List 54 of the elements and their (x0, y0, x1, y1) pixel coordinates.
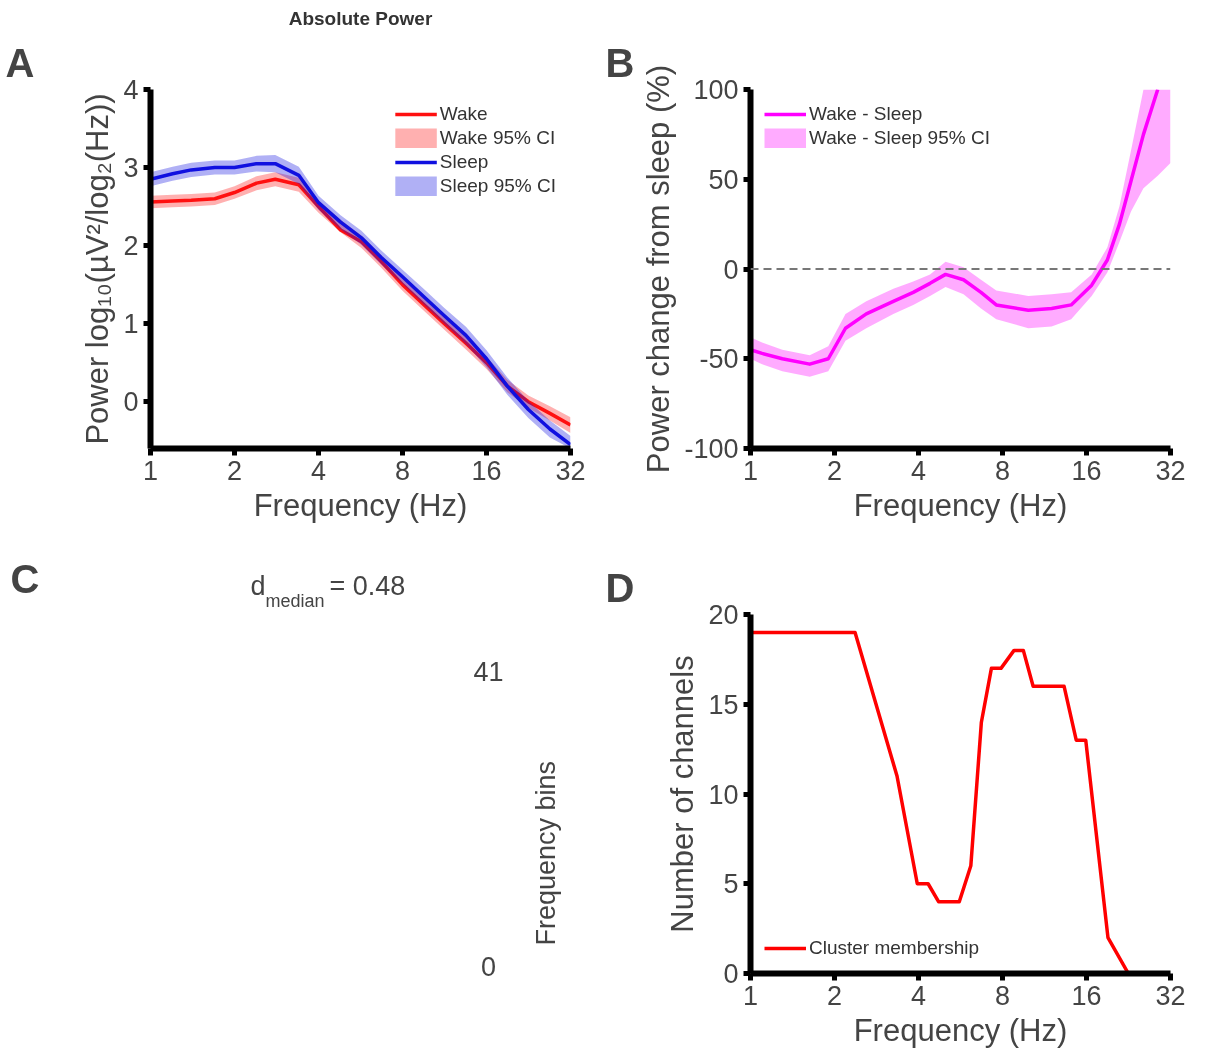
legend-label: Wake (439, 103, 488, 125)
y-tick-label: 5 (723, 869, 739, 900)
text: 41 (473, 656, 504, 687)
x-tick-label: 32 (1155, 980, 1186, 1011)
y-axis-title: Power log₁₀(µV²/log₂(Hz)) (80, 93, 116, 445)
x-tick-label: 16 (1071, 455, 1102, 486)
y-tick-label: 2 (123, 231, 139, 262)
text: D (605, 565, 635, 610)
x-tick-label: 8 (394, 455, 411, 486)
y-axis-title: Power change from sleep (%) (641, 64, 677, 474)
y-tick-label: 4 (123, 75, 139, 105)
y-tick-label: 50 (708, 164, 739, 195)
x-tick-label: 1 (742, 980, 759, 1011)
color-bar-title: Frequency bins (530, 760, 561, 946)
x-tick-label: 4 (310, 455, 327, 486)
annotation: Sleep 95% CI (439, 175, 556, 197)
x-axis-title: Frequency (Hz) (853, 487, 1068, 523)
y-tick-label: -50 (699, 344, 739, 375)
x-tick-label: 32 (555, 455, 586, 486)
y-tick-label: 3 (123, 153, 139, 184)
legend-label: Wake - Sleep (809, 103, 923, 125)
y-tick-label: -100 (684, 434, 739, 464)
x-tick-label: 16 (471, 455, 502, 486)
y-tick-label: 0 (723, 254, 739, 285)
y-tick-label: 1 (123, 309, 139, 340)
x-tick-label: 8 (994, 980, 1011, 1011)
text: B (605, 40, 635, 85)
x-tick-label: 16 (1071, 980, 1102, 1011)
x-tick-label: 1 (742, 455, 759, 486)
y-tick-label: 100 (693, 75, 739, 105)
x-tick-label: 2 (226, 455, 243, 486)
x-tick-label: 32 (1155, 455, 1186, 486)
x-tick-label: 2 (826, 455, 843, 486)
y-tick-label: 0 (723, 959, 739, 989)
annotation: Wake - Sleep 95% CI (809, 127, 990, 149)
y-tick-label: 20 (708, 600, 739, 630)
x-tick-label: 4 (910, 455, 927, 486)
legend-label: Cluster membership (809, 937, 979, 959)
x-tick-label: 4 (910, 980, 927, 1011)
x-tick-label: 2 (826, 980, 843, 1011)
x-tick-label: 1 (142, 455, 159, 486)
text: 0 (480, 951, 497, 982)
y-tick-label: 15 (708, 689, 739, 720)
y-tick-label: 0 (123, 387, 139, 418)
chart-title: Absolute Power (288, 7, 433, 29)
text: C (10, 556, 40, 601)
x-axis-title: Frequency (Hz) (253, 487, 468, 523)
y-tick-label: 10 (708, 779, 739, 810)
text: A (5, 40, 35, 85)
y-axis-title: Number of channels (665, 655, 701, 933)
x-axis-title: Frequency (Hz) (853, 1012, 1068, 1048)
annotation: Wake 95% CI (439, 127, 556, 149)
x-tick-label: 8 (994, 455, 1011, 486)
legend-label: Sleep (439, 151, 489, 173)
